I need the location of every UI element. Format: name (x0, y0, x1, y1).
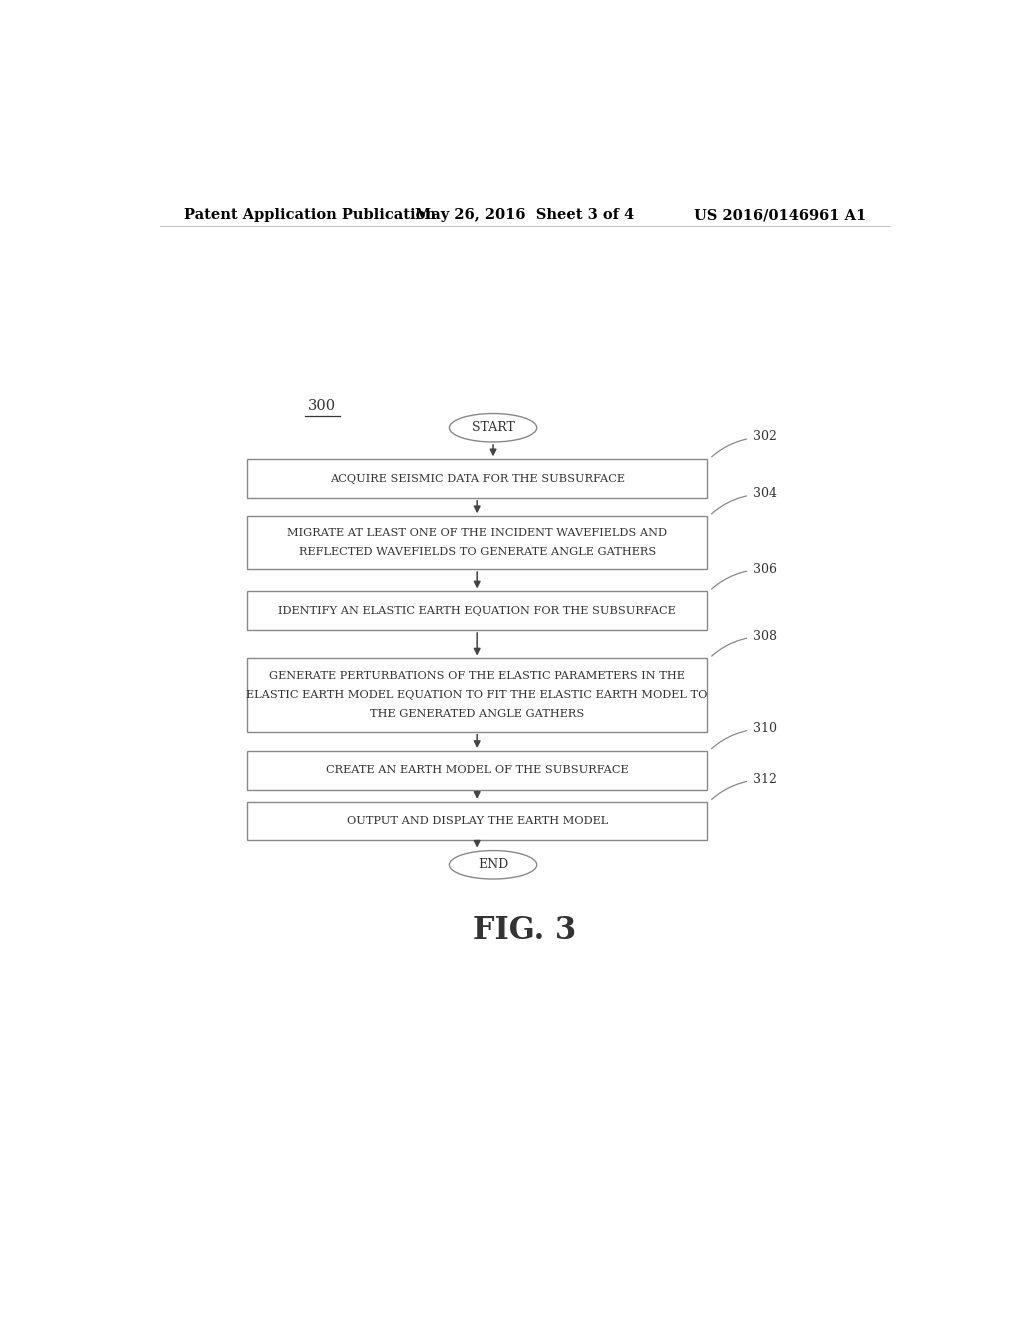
Ellipse shape (450, 413, 537, 442)
Text: Patent Application Publication: Patent Application Publication (183, 209, 435, 222)
Text: 308: 308 (754, 630, 777, 643)
Text: FIG. 3: FIG. 3 (473, 915, 577, 946)
Text: REFLECTED WAVEFIELDS TO GENERATE ANGLE GATHERS: REFLECTED WAVEFIELDS TO GENERATE ANGLE G… (299, 546, 655, 557)
FancyBboxPatch shape (247, 591, 708, 630)
FancyBboxPatch shape (247, 801, 708, 841)
Text: May 26, 2016  Sheet 3 of 4: May 26, 2016 Sheet 3 of 4 (415, 209, 635, 222)
Text: ELASTIC EARTH MODEL EQUATION TO FIT THE ELASTIC EARTH MODEL TO: ELASTIC EARTH MODEL EQUATION TO FIT THE … (247, 690, 708, 700)
FancyBboxPatch shape (247, 751, 708, 789)
Text: IDENTIFY AN ELASTIC EARTH EQUATION FOR THE SUBSURFACE: IDENTIFY AN ELASTIC EARTH EQUATION FOR T… (279, 606, 676, 615)
FancyBboxPatch shape (247, 516, 708, 569)
FancyBboxPatch shape (247, 459, 708, 498)
Text: START: START (472, 421, 514, 434)
Text: ACQUIRE SEISMIC DATA FOR THE SUBSURFACE: ACQUIRE SEISMIC DATA FOR THE SUBSURFACE (330, 474, 625, 483)
Text: 304: 304 (754, 487, 777, 500)
Text: US 2016/0146961 A1: US 2016/0146961 A1 (694, 209, 866, 222)
Text: 312: 312 (754, 774, 777, 785)
Text: GENERATE PERTURBATIONS OF THE ELASTIC PARAMETERS IN THE: GENERATE PERTURBATIONS OF THE ELASTIC PA… (269, 671, 685, 681)
FancyBboxPatch shape (247, 659, 708, 731)
Text: 300: 300 (308, 399, 337, 412)
Text: MIGRATE AT LEAST ONE OF THE INCIDENT WAVEFIELDS AND: MIGRATE AT LEAST ONE OF THE INCIDENT WAV… (287, 528, 668, 539)
Text: END: END (478, 858, 508, 871)
Text: 310: 310 (754, 722, 777, 735)
Ellipse shape (450, 850, 537, 879)
Text: THE GENERATED ANGLE GATHERS: THE GENERATED ANGLE GATHERS (370, 709, 585, 719)
Text: OUTPUT AND DISPLAY THE EARTH MODEL: OUTPUT AND DISPLAY THE EARTH MODEL (346, 816, 608, 826)
Text: CREATE AN EARTH MODEL OF THE SUBSURFACE: CREATE AN EARTH MODEL OF THE SUBSURFACE (326, 766, 629, 775)
Text: 302: 302 (754, 430, 777, 444)
Text: 306: 306 (754, 562, 777, 576)
